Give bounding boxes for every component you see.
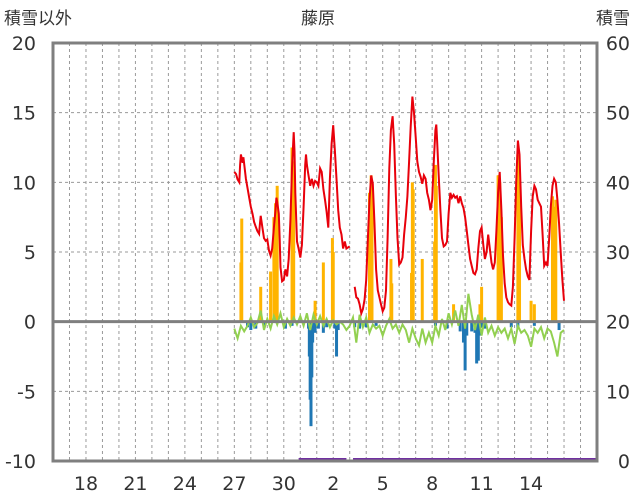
snowfall-bar bbox=[498, 182, 502, 322]
left-axis-ticks: 20 15 10 5 0 -5 -10 bbox=[5, 33, 36, 473]
snow-depth-line bbox=[233, 125, 351, 284]
negative-bar bbox=[463, 321, 467, 371]
snowfall-bar bbox=[331, 252, 335, 322]
negative-bar bbox=[336, 321, 340, 331]
right-tick-label: 0 bbox=[618, 451, 630, 473]
negative-bar bbox=[358, 321, 362, 329]
gridlines bbox=[53, 43, 597, 461]
left-axis-label: 積雪以外 bbox=[4, 9, 72, 29]
snowfall-bar bbox=[516, 154, 520, 322]
snowfall-bar bbox=[292, 175, 296, 322]
snowfall-bar bbox=[518, 182, 522, 322]
right-tick-label: 10 bbox=[606, 381, 630, 403]
snowfall-bar bbox=[259, 286, 263, 322]
left-tick-label: 15 bbox=[12, 103, 36, 125]
right-tick-label: 50 bbox=[606, 103, 630, 125]
left-tick-label: -10 bbox=[5, 451, 36, 473]
plot-frame bbox=[51, 41, 599, 463]
negative-bar bbox=[480, 321, 484, 328]
snowfall-bar bbox=[554, 199, 558, 322]
snowfall-bar bbox=[434, 185, 438, 322]
negative-bar bbox=[532, 321, 536, 326]
right-axis-label: 積雪 bbox=[596, 9, 630, 29]
negative-bar bbox=[311, 321, 315, 343]
snowfall-bars bbox=[239, 147, 558, 322]
x-axis-ticks: 18 21 24 27 30 2 5 8 11 14 bbox=[74, 473, 543, 495]
snowfall-bar bbox=[240, 218, 244, 322]
negative-bar bbox=[325, 321, 329, 328]
snowfall-bar bbox=[321, 262, 325, 322]
left-tick-label: 0 bbox=[24, 312, 36, 334]
left-tick-label: 10 bbox=[12, 172, 36, 194]
x-tick-label: 14 bbox=[519, 473, 543, 495]
snowfall-bar bbox=[368, 192, 372, 322]
temperature-line bbox=[233, 293, 565, 357]
right-tick-label: 40 bbox=[606, 172, 630, 194]
negative-bar bbox=[476, 321, 480, 361]
snowfall-bar bbox=[275, 185, 279, 322]
snowfall-bar bbox=[274, 203, 278, 322]
x-tick-label: 2 bbox=[327, 473, 339, 495]
snowfall-bar bbox=[452, 304, 456, 322]
snowfall-bar bbox=[478, 304, 482, 322]
negative-bar bbox=[461, 321, 465, 343]
snowfall-bar bbox=[313, 300, 317, 322]
negative-bar bbox=[313, 321, 317, 333]
negative-bar bbox=[249, 321, 253, 331]
x-tick-label: 21 bbox=[123, 473, 147, 495]
negative-bar bbox=[335, 321, 339, 357]
negative-bar bbox=[465, 321, 469, 336]
left-tick-label: -5 bbox=[17, 381, 36, 403]
x-tick-label: 30 bbox=[272, 473, 296, 495]
snowfall-bar bbox=[552, 206, 556, 322]
snowfall-bar bbox=[499, 217, 503, 322]
series-lines bbox=[233, 96, 565, 357]
x-tick-label: 24 bbox=[173, 473, 197, 495]
negative-bar bbox=[310, 321, 314, 378]
negative-bar bbox=[483, 321, 487, 329]
right-tick-label: 30 bbox=[606, 242, 630, 264]
snowfall-bar bbox=[411, 189, 415, 322]
right-axis-ticks: 60 50 40 30 20 10 0 bbox=[606, 33, 630, 473]
negative-bar bbox=[470, 321, 474, 332]
snowfall-bar bbox=[390, 283, 394, 322]
negative-bar bbox=[333, 321, 337, 329]
snowfall-bar bbox=[272, 217, 276, 322]
negative-bar bbox=[458, 321, 462, 332]
negative-bar bbox=[374, 321, 378, 326]
chart-title: 藤原 bbox=[301, 9, 335, 29]
snowfall-bar bbox=[496, 175, 500, 322]
left-tick-label: 5 bbox=[24, 242, 36, 264]
snowfall-bar bbox=[529, 300, 533, 322]
snowfall-bar bbox=[420, 258, 424, 322]
negative-bar bbox=[316, 321, 320, 329]
x-tick-label: 27 bbox=[222, 473, 246, 495]
x-tick-label: 18 bbox=[74, 473, 98, 495]
negative-bar bbox=[364, 321, 368, 328]
negative-bar bbox=[557, 321, 561, 331]
negative-bar bbox=[509, 321, 513, 328]
right-tick-label: 60 bbox=[606, 33, 630, 55]
x-tick-label: 11 bbox=[470, 473, 494, 495]
snowfall-bar bbox=[370, 182, 374, 322]
snowfall-bar bbox=[550, 196, 554, 322]
negative-bar bbox=[475, 321, 479, 364]
snowfall-bar bbox=[480, 286, 484, 322]
snowfall-bar bbox=[269, 271, 273, 322]
snowfall-bar bbox=[532, 304, 536, 322]
left-tick-label: 20 bbox=[12, 33, 36, 55]
right-tick-label: 20 bbox=[606, 312, 630, 334]
x-tick-label: 8 bbox=[426, 473, 438, 495]
x-tick-label: 5 bbox=[377, 473, 389, 495]
snow-depth-line bbox=[353, 96, 565, 317]
